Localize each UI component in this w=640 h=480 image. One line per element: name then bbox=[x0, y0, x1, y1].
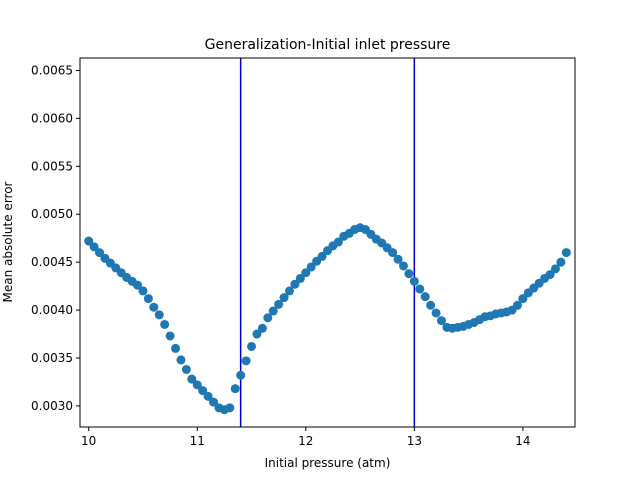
data-point bbox=[203, 391, 213, 401]
reference-lines bbox=[239, 58, 416, 427]
data-point bbox=[176, 355, 186, 365]
x-tick-label: 10 bbox=[81, 434, 96, 448]
y-axis-label: Mean absolute error bbox=[1, 181, 15, 302]
data-point bbox=[247, 341, 257, 351]
data-point bbox=[230, 384, 240, 394]
data-point bbox=[171, 343, 181, 353]
data-point bbox=[143, 294, 153, 304]
data-point bbox=[285, 286, 295, 296]
data-point bbox=[301, 268, 311, 278]
data-point bbox=[225, 403, 235, 413]
data-point bbox=[388, 248, 398, 258]
data-point bbox=[252, 329, 262, 339]
plot-area bbox=[80, 58, 575, 427]
data-point bbox=[160, 319, 170, 329]
y-tick-label: 0.0055 bbox=[31, 159, 73, 173]
data-point bbox=[306, 262, 316, 272]
data-point bbox=[290, 279, 300, 289]
plot-frame bbox=[79, 57, 576, 428]
data-point bbox=[165, 331, 175, 341]
data-point bbox=[138, 286, 148, 296]
y-tick-label: 0.0045 bbox=[31, 255, 73, 269]
data-point bbox=[556, 257, 566, 267]
y-tick-label: 0.0035 bbox=[31, 351, 73, 365]
data-point bbox=[274, 299, 284, 309]
data-point bbox=[279, 293, 289, 303]
data-point bbox=[398, 261, 408, 271]
x-tick-label: 13 bbox=[407, 434, 422, 448]
data-point bbox=[181, 364, 191, 374]
y-tick-label: 0.0050 bbox=[31, 207, 73, 221]
y-tick-label: 0.0030 bbox=[31, 399, 73, 413]
data-point bbox=[95, 248, 105, 258]
data-point bbox=[198, 386, 208, 396]
data-point bbox=[89, 242, 99, 252]
data-point bbox=[295, 273, 305, 283]
y-tick-label: 0.0060 bbox=[31, 111, 73, 125]
x-tick-label: 11 bbox=[190, 434, 205, 448]
data-point bbox=[415, 284, 425, 294]
x-tick-label: 14 bbox=[515, 434, 530, 448]
data-point bbox=[333, 237, 343, 247]
data-point bbox=[133, 280, 143, 290]
data-point bbox=[393, 254, 403, 264]
y-axis-ticks: 0.0030 0.0035 0.0040 0.0045 0.0050 0.0055 0.00… bbox=[31, 63, 80, 413]
data-point bbox=[561, 248, 571, 258]
data-point bbox=[550, 264, 560, 274]
data-point bbox=[154, 310, 164, 320]
data-point bbox=[257, 323, 267, 333]
chart-title: Generalization-Initial inlet pressure bbox=[205, 37, 451, 53]
data-point bbox=[236, 370, 246, 380]
data-point bbox=[409, 276, 419, 286]
x-axis-label: Initial pressure (atm) bbox=[265, 456, 391, 470]
data-point bbox=[420, 292, 430, 302]
y-tick-label: 0.0040 bbox=[31, 303, 73, 317]
data-point bbox=[431, 308, 441, 318]
data-point bbox=[241, 356, 251, 366]
data-points bbox=[84, 223, 571, 415]
data-point bbox=[545, 270, 555, 280]
data-point bbox=[518, 294, 528, 304]
data-point bbox=[84, 236, 94, 246]
data-point bbox=[426, 300, 436, 310]
data-point bbox=[209, 397, 219, 407]
data-point bbox=[268, 306, 278, 316]
data-point bbox=[263, 313, 273, 323]
data-point bbox=[187, 374, 197, 384]
y-tick-label: 0.0065 bbox=[31, 63, 73, 77]
data-point bbox=[317, 251, 327, 261]
data-point bbox=[192, 380, 202, 390]
x-axis-ticks: 10 11 12 13 14 bbox=[81, 427, 531, 448]
x-tick-label: 12 bbox=[298, 434, 313, 448]
data-point bbox=[512, 300, 522, 310]
data-point bbox=[436, 316, 446, 326]
data-point bbox=[404, 269, 414, 279]
data-point bbox=[149, 302, 159, 312]
